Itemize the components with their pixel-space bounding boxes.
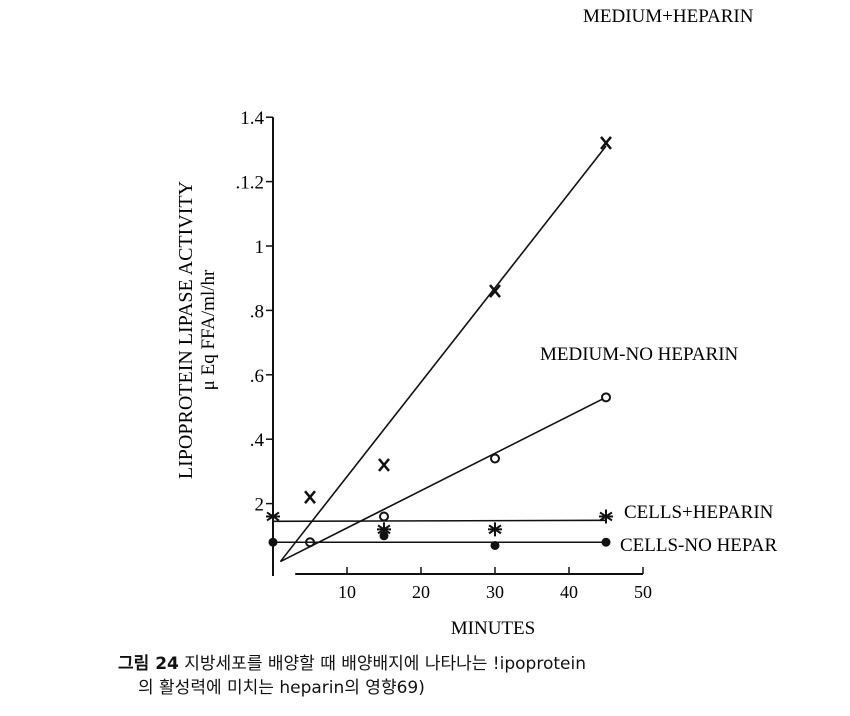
series-label: MEDIUM+HEPARIN <box>583 6 754 27</box>
x-tick-label: 20 <box>412 582 430 602</box>
y-tick-label: 2 <box>255 495 265 516</box>
y-tick-label: .4 <box>250 430 265 451</box>
x-marker <box>489 284 501 298</box>
x-marker-stroke <box>378 458 390 472</box>
data-marks: MEDIUM+HEPARIN MEDIUM-NO HEPARIN CELLS+HEP… <box>266 6 777 563</box>
axes: 10 20 30 40 50 1.4 .1.2 1 .8 .6 .4 2 <box>236 108 653 602</box>
open-circle-marker <box>490 453 500 464</box>
caption-label: 그림 24 <box>118 654 179 674</box>
x-marker-stroke <box>600 136 612 150</box>
y-tick-label: .6 <box>250 366 264 387</box>
series-label: MEDIUM-NO HEPARIN <box>540 344 739 365</box>
y-tick-label: 1.4 <box>240 108 264 129</box>
y-tick-label: .8 <box>250 301 264 322</box>
filled-circle-marker <box>601 537 611 547</box>
x-marker-stroke <box>489 284 501 298</box>
figure-caption: 그림 24 지방세포를 배양할 때 배양배지에 나타나는 !ipoprotein… <box>118 652 586 700</box>
x-axis-label: MINUTES <box>451 618 535 639</box>
lipase-activity-chart: 10 20 30 40 50 1.4 .1.2 1 .8 .6 .4 2 MEDIUM+HEPARIN… <box>175 6 777 639</box>
fit-line <box>279 145 607 563</box>
filled-circle-marker <box>379 531 389 541</box>
series-label: CELLS-NO HEPAR <box>620 535 777 556</box>
open-circle-marker <box>379 511 389 522</box>
filled-circle-marker <box>268 537 278 547</box>
asterisk-marker <box>488 522 502 537</box>
x-marker <box>304 490 316 504</box>
x-marker-stroke <box>304 490 316 504</box>
series-label: CELLS+HEPARIN <box>624 502 774 523</box>
fit-line <box>280 396 607 563</box>
caption-line-1: 지방세포를 배양할 때 배양배지에 나타나는 !ipoprotein <box>184 654 586 674</box>
x-tick-label: 10 <box>338 582 356 602</box>
x-tick-label: 30 <box>486 582 504 602</box>
y-axis-unit: μ Eq FFA/ml/hr <box>198 269 219 390</box>
asterisk-marker <box>266 509 280 524</box>
caption-line-2: 의 활성력에 미치는 heparin의 영향69) <box>138 678 425 698</box>
asterisk-marker <box>599 509 613 524</box>
x-tick-label: 40 <box>560 582 578 602</box>
y-tick-label: .1.2 <box>236 173 265 194</box>
open-circle-marker <box>601 392 611 403</box>
x-tick-label: 50 <box>634 582 652 602</box>
x-marker <box>600 136 612 150</box>
fit-line <box>272 519 607 523</box>
y-tick-label: 1 <box>255 237 265 258</box>
y-axis-label: LIPOPROTEIN LIPASE ACTIVITY <box>175 181 197 479</box>
filled-circle-marker <box>490 540 500 550</box>
x-marker <box>378 458 390 472</box>
